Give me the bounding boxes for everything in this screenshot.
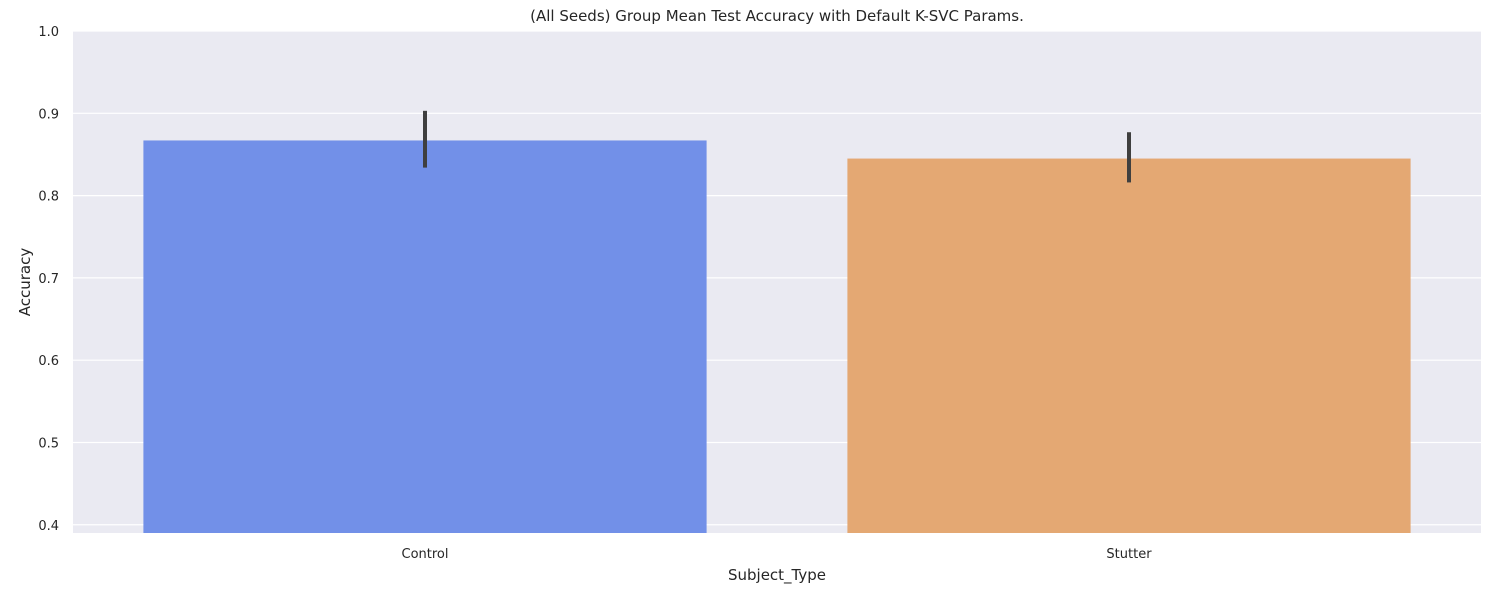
- x-tick-labels: Control Stutter: [402, 547, 1153, 562]
- error-bars: [423, 110, 1131, 183]
- chart-title: (All Seeds) Group Mean Test Accuracy wit…: [530, 7, 1024, 25]
- x-tick-label: Stutter: [1106, 547, 1152, 562]
- bar-stutter: [847, 158, 1411, 533]
- y-tick-label: 0.4: [38, 519, 59, 534]
- y-axis-title: Accuracy: [16, 248, 34, 317]
- y-tick-label: 0.8: [38, 190, 59, 205]
- x-tick-label: Control: [402, 547, 449, 562]
- bars: [143, 140, 1411, 533]
- y-tick-label: 0.9: [38, 107, 59, 122]
- y-tick-label: 0.7: [38, 272, 59, 287]
- y-tick-labels: 0.4 0.5 0.6 0.7 0.8 0.9 1.0: [38, 25, 59, 534]
- y-tick-label: 0.5: [38, 436, 59, 451]
- y-tick-label: 1.0: [38, 25, 59, 40]
- y-tick-label: 0.6: [38, 354, 59, 369]
- x-axis-title: Subject_Type: [728, 566, 826, 585]
- bar-control: [143, 140, 707, 533]
